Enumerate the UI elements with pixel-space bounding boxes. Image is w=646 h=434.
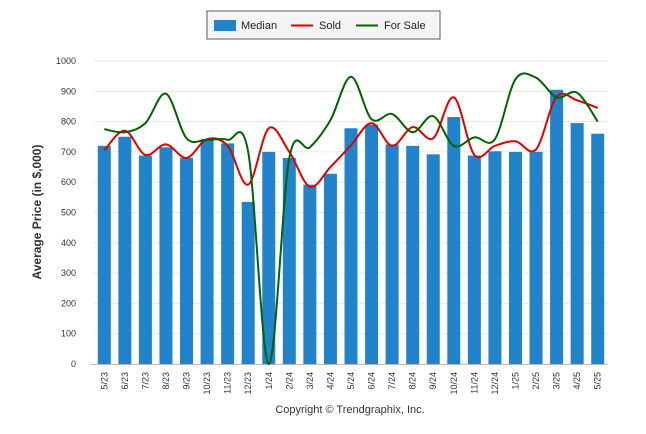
median-bar [282, 157, 296, 364]
median-bar [303, 184, 317, 364]
x-tick-label: 8/24 [408, 372, 418, 390]
median-bar [97, 145, 111, 364]
legend-box [206, 10, 441, 40]
x-tick-label: 12/23 [243, 372, 253, 395]
median-bar [591, 133, 605, 364]
x-tick-label: 1/24 [264, 372, 274, 390]
median-bar [529, 151, 543, 364]
x-tick-label: 11/24 [469, 372, 479, 394]
x-tick-label: 5/23 [99, 372, 109, 390]
median-bar [180, 157, 194, 364]
y-tick-label: 300 [61, 268, 76, 278]
y-tick-label: 700 [61, 147, 76, 157]
median-bar [488, 151, 502, 364]
sold-line [103, 92, 599, 188]
x-tick-label: 2/24 [284, 372, 294, 390]
x-tick-label: 10/24 [449, 372, 459, 395]
x-tick-label: 4/25 [572, 372, 582, 390]
median-bar [406, 145, 420, 364]
y-tick-label: 200 [61, 298, 76, 308]
x-tick-label: 5/24 [346, 372, 356, 390]
median-bar [426, 154, 440, 364]
y-axis-ticks: 0 100 200 300 400 500 600 700 800 900 1000 [56, 56, 76, 369]
median-bar [323, 173, 337, 364]
y-tick-label: 0 [71, 359, 76, 369]
x-tick-label: 7/23 [140, 372, 150, 390]
legend: Median Sold For Sale [206, 10, 441, 40]
copyright-footer: Copyright © Trendgraphix, Inc. [275, 404, 424, 416]
x-tick-label: 5/25 [593, 372, 603, 390]
y-tick-label: 400 [61, 238, 76, 248]
median-bar [385, 144, 399, 364]
median-bar [159, 147, 173, 364]
x-tick-label: 10/23 [202, 372, 212, 395]
x-tick-label: 4/24 [325, 372, 335, 390]
x-tick-label: 3/25 [552, 372, 562, 390]
legend-inner-border [207, 11, 440, 39]
x-tick-label: 8/23 [161, 372, 171, 390]
x-tick-label: 1/25 [510, 372, 520, 390]
x-tick-label: 3/24 [305, 372, 315, 390]
y-tick-label: 800 [61, 117, 76, 127]
median-bar [138, 155, 152, 364]
legend-swatch-median [214, 20, 236, 31]
median-bar [550, 89, 564, 364]
legend-label-median: Median [241, 20, 277, 32]
median-bar [118, 136, 132, 364]
median-bar [262, 151, 276, 364]
x-tick-label: 2/25 [531, 372, 541, 390]
x-tick-label: 11/23 [223, 372, 233, 394]
y-tick-label: 500 [61, 208, 76, 218]
median-bar [467, 155, 481, 364]
median-bar [221, 143, 235, 364]
x-axis-ticks: 5/23 6/23 7/23 8/23 9/23 10/23 11/23 12/23 1/24 2… [99, 372, 602, 395]
y-axis-title: Average Price (in $,000) [30, 145, 44, 280]
median-bars [97, 89, 605, 365]
median-bar [447, 117, 461, 365]
median-bar [344, 128, 358, 364]
x-tick-label: 9/23 [182, 372, 192, 390]
legend-label-for-sale: For Sale [384, 20, 426, 32]
y-tick-label: 900 [61, 86, 76, 96]
x-tick-label: 6/24 [367, 372, 377, 390]
for-sale-line [104, 72, 599, 366]
x-tick-label: 7/24 [387, 372, 397, 390]
y-tick-label: 1000 [56, 56, 76, 66]
y-tick-label: 100 [61, 329, 76, 339]
x-tick-label: 9/24 [428, 372, 438, 390]
median-bar [508, 151, 522, 364]
legend-label-sold: Sold [319, 20, 341, 32]
median-bar [570, 123, 584, 365]
x-tick-label: 12/24 [490, 372, 500, 395]
median-bar [241, 201, 255, 364]
y-tick-label: 600 [61, 177, 76, 187]
median-bar [200, 139, 214, 364]
x-tick-label: 6/23 [120, 372, 130, 390]
median-bar [365, 124, 379, 364]
trend-lines [103, 72, 599, 366]
